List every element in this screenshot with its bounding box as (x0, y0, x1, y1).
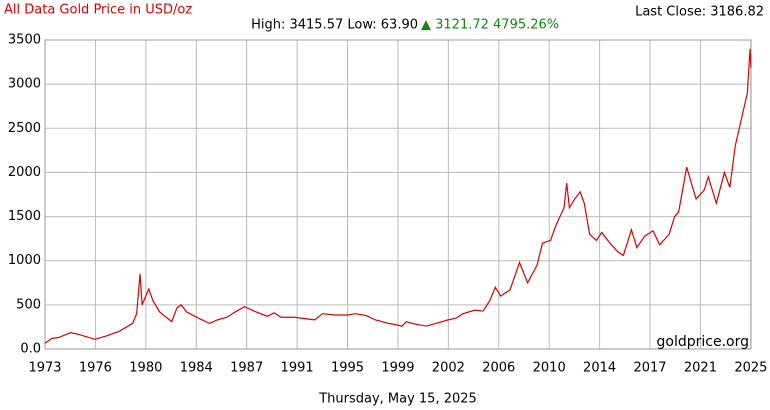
chart-title: All Data Gold Price in USD/oz (4, 3, 192, 18)
last-close: Last Close: 3186.82 (635, 5, 764, 20)
y-tick-label: 0.0 (20, 342, 41, 357)
x-tick-label: 2006 (482, 361, 515, 376)
x-tick-label: 2021 (684, 361, 717, 376)
plot-frame (44, 39, 752, 350)
y-tick-label: 2000 (8, 165, 41, 180)
x-tick-label: 1984 (180, 361, 213, 376)
x-tick-label: 2025 (734, 361, 767, 376)
x-tick-label: 1995 (331, 361, 364, 376)
x-tick-label: 1999 (381, 361, 414, 376)
x-tick-label: 1973 (28, 361, 61, 376)
y-tick-label: 2500 (8, 121, 41, 136)
date: Thursday, May 15, 2025 (318, 392, 477, 407)
y-tick-label: 3000 (8, 77, 41, 92)
x-tick-label: 1976 (79, 361, 112, 376)
price-line (44, 48, 752, 344)
change: ▲ 3121.72 4795.26% (421, 18, 559, 33)
subtitle: High: 3415.57 Low: 63.90 (251, 18, 418, 33)
x-tick-label: 2014 (583, 361, 616, 376)
x-tick-label: 1980 (129, 361, 162, 376)
watermark: goldprice.org (657, 334, 749, 350)
x-tick-label: 2017 (633, 361, 666, 376)
x-tick-label: 2002 (432, 361, 465, 376)
y-tick-label: 1500 (8, 209, 41, 224)
y-tick-label: 500 (16, 297, 41, 312)
x-tick-label: 1987 (230, 361, 263, 376)
y-tick-label: 1000 (8, 253, 41, 268)
x-tick-label: 2010 (533, 361, 566, 376)
y-tick-label: 3500 (8, 33, 41, 48)
x-tick-label: 1991 (281, 361, 314, 376)
